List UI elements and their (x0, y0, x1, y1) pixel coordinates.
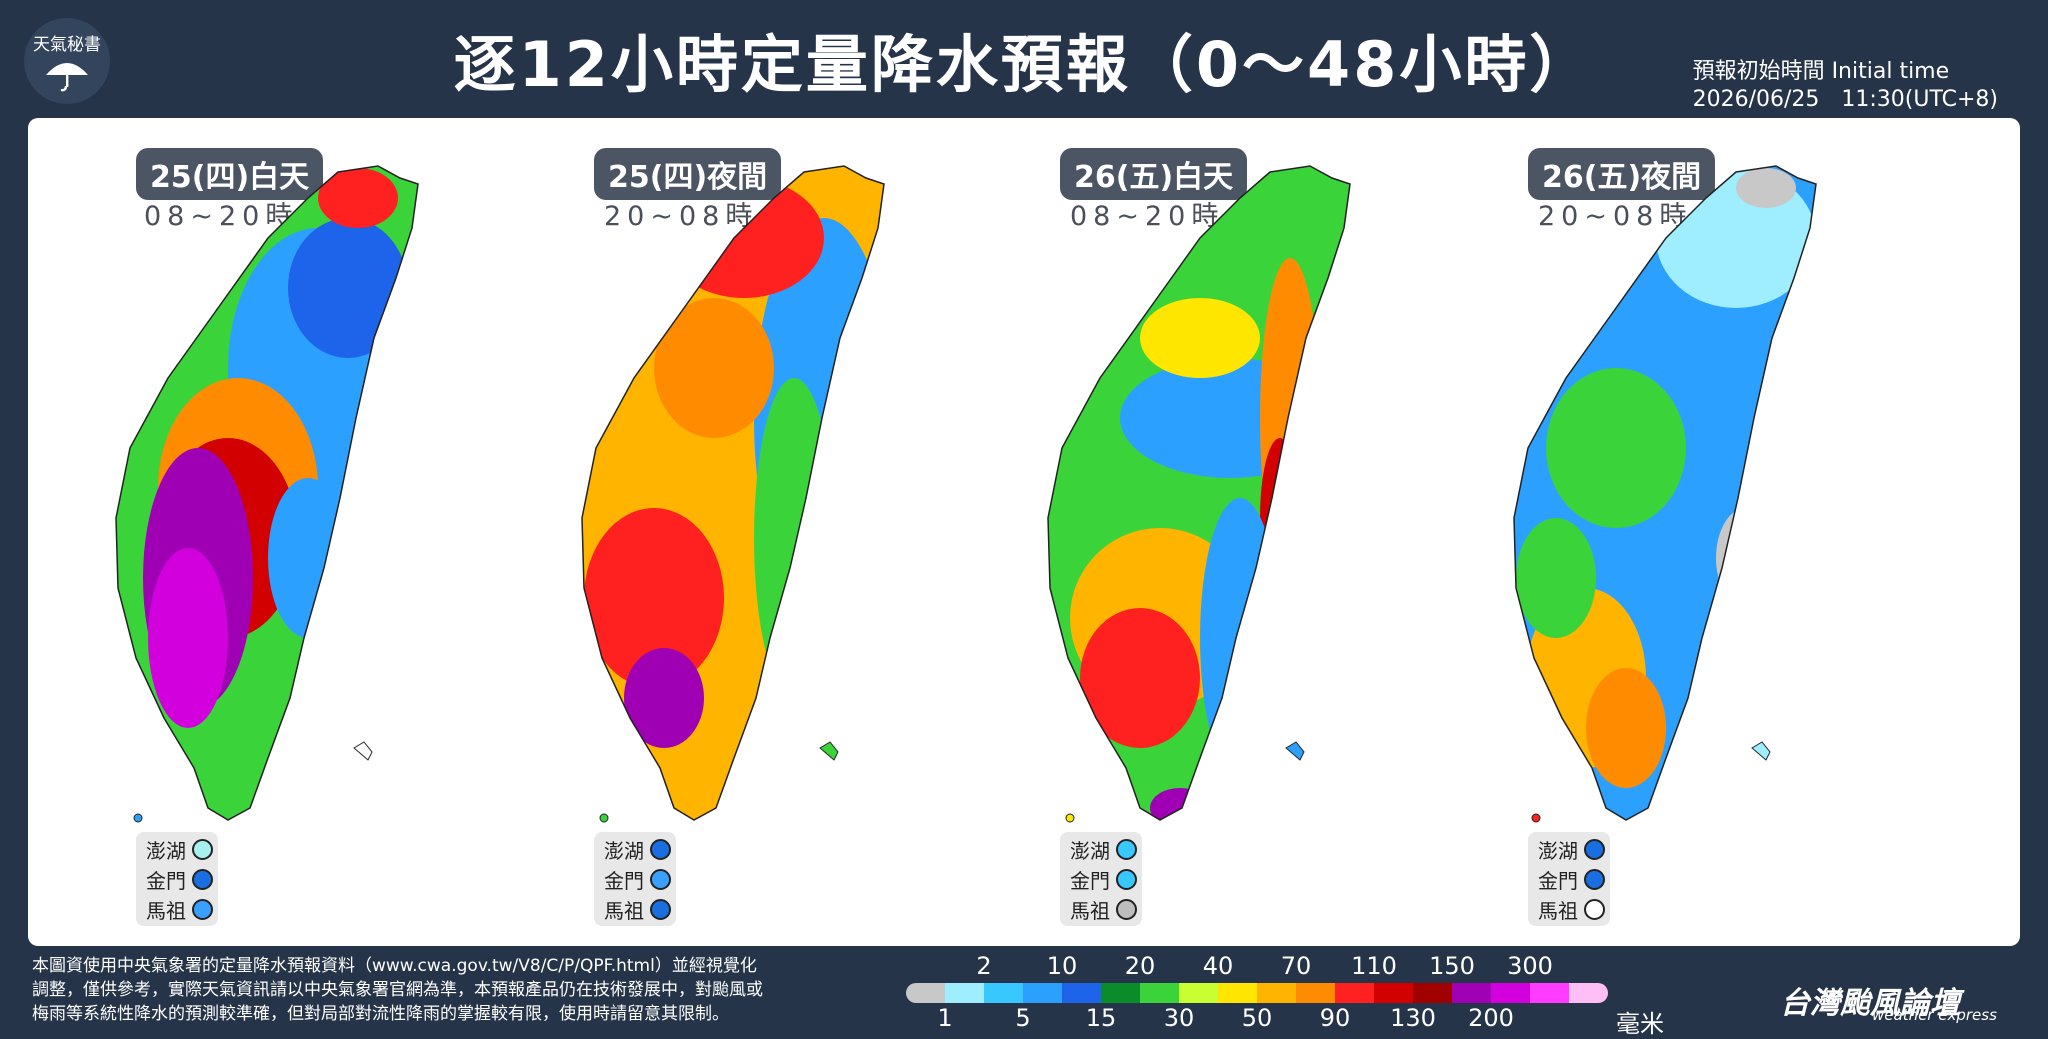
matsu-dot (1584, 898, 1605, 920)
kinmen-dot (1116, 868, 1137, 890)
hour-label: 08~20時 (1070, 201, 1225, 232)
outlying-islands: 澎湖 金門 馬祖 (136, 832, 218, 926)
legend-swatch (1179, 983, 1218, 1003)
island-name: 澎湖 (146, 838, 186, 863)
map-25-night: 25(四)夜間 20~08時 澎湖 金門 馬祖 (544, 118, 1024, 946)
kinmen-dot (650, 868, 671, 890)
legend-swatch (1569, 983, 1608, 1003)
legend-unit: 毫米 (1616, 1010, 1664, 1038)
logo-text: 天氣秘書 (33, 34, 101, 55)
island-name: 馬祖 (1538, 898, 1578, 923)
legend-swatch (1140, 983, 1179, 1003)
initial-time-value: 2026/06/25 11:30(UTC+8) (1692, 87, 1998, 112)
matsu-dot (192, 898, 213, 920)
outlying-islands: 澎湖 金門 馬祖 (594, 832, 676, 926)
legend-swatch (1218, 983, 1257, 1003)
legend-top-label: 70 (1280, 952, 1312, 980)
legend-swatch (906, 983, 945, 1003)
legend-top-label: 40 (1202, 952, 1234, 980)
map-25-day: 25(四)白天 08~20時 澎湖 金門 馬祖 (78, 118, 558, 946)
legend-top-label: 110 (1351, 952, 1397, 980)
island-name: 金門 (604, 868, 644, 893)
legend-bottom-label: 15 (1085, 1004, 1117, 1032)
hour-label: 20~08時 (604, 201, 759, 232)
page-title: 逐12小時定量降水預報（0～48小時） (453, 28, 1595, 101)
legend-swatch (1413, 983, 1452, 1003)
brand-logo: 台灣颱風論壇 (1780, 986, 1960, 1021)
legend-swatch (1257, 983, 1296, 1003)
kinmen-dot (1584, 868, 1605, 890)
legend-swatch (1023, 983, 1062, 1003)
penghu-dot (1116, 838, 1137, 860)
legend-top-label: 2 (976, 952, 992, 980)
legend-bottom-label: 30 (1163, 1004, 1195, 1032)
island-name: 馬祖 (146, 898, 186, 923)
taiwan-rainfall-map (115, 165, 419, 823)
brand-sub: weather express (1872, 1006, 1997, 1024)
legend-swatch (1452, 983, 1491, 1003)
legend-swatch (1062, 983, 1101, 1003)
day-tag: 26(五)夜間 (1528, 148, 1716, 200)
legend-bottom-label: 130 (1390, 1004, 1436, 1032)
initial-time: 預報初始時間 Initial time 2026/06/25 11:30(UTC… (1693, 58, 1998, 114)
penghu-dot (1584, 838, 1605, 860)
disclaimer-line: 本圖資使用中央氣象署的定量降水預報資料（www.cwa.gov.tw/V8/C/… (32, 956, 757, 976)
legend-bottom-label: 90 (1319, 1004, 1351, 1032)
island-name: 馬祖 (1070, 898, 1110, 923)
legend-top-label: 10 (1046, 952, 1078, 980)
day-tag: 25(四)白天 (136, 148, 324, 200)
legend-swatch (945, 983, 984, 1003)
island-name: 金門 (1070, 868, 1110, 893)
taiwan-rainfall-map (1513, 165, 1817, 823)
map-panel: 25(四)白天 08~20時 澎湖 金門 馬祖 (28, 118, 2020, 946)
taiwan-rainfall-map (581, 165, 885, 823)
legend-top-label: 150 (1429, 952, 1475, 980)
matsu-dot (1116, 898, 1137, 920)
legend-swatch (1374, 983, 1413, 1003)
kinmen-dot (192, 868, 213, 890)
legend-top-label: 300 (1507, 952, 1553, 980)
hour-label: 20~08時 (1538, 201, 1693, 232)
legend-swatch (984, 983, 1023, 1003)
island-name: 澎湖 (604, 838, 644, 863)
legend-swatch (1491, 983, 1530, 1003)
map-26-day: 26(五)白天 08~20時 澎湖 金門 馬祖 (1010, 118, 1490, 946)
legend-bottom-label: 200 (1468, 1004, 1514, 1032)
legend-bottom-label: 50 (1241, 1004, 1273, 1032)
umbrella-icon (46, 62, 88, 91)
legend-color-bar (906, 983, 1608, 1003)
hour-label: 08~20時 (144, 201, 299, 232)
outlying-islands: 澎湖 金門 馬祖 (1528, 832, 1610, 926)
penghu-dot (650, 838, 671, 860)
day-tag: 26(五)白天 (1060, 148, 1248, 200)
island-name: 澎湖 (1538, 838, 1578, 863)
legend-swatch (1296, 983, 1335, 1003)
map-26-night: 26(五)夜間 20~08時 澎湖 金門 馬祖 (1476, 118, 1956, 946)
legend-swatch (1101, 983, 1140, 1003)
initial-time-label: 預報初始時間 Initial time (1692, 59, 1950, 84)
island-name: 金門 (1538, 868, 1578, 893)
logo: 天氣秘書 (24, 18, 110, 104)
taiwan-rainfall-map (1047, 165, 1351, 823)
outlying-islands: 澎湖 金門 馬祖 (1060, 832, 1142, 926)
island-name: 澎湖 (1070, 838, 1110, 863)
disclaimer-line: 梅雨等系統性降水的預測較準確，但對局部對流性降雨的掌握較有限，使用時請留意其限制… (32, 1004, 729, 1024)
island-name: 金門 (146, 868, 186, 893)
legend-bottom-label: 1 (937, 1004, 953, 1032)
legend-bottom-label: 5 (1015, 1004, 1031, 1032)
legend-swatch (1530, 983, 1569, 1003)
legend-swatch (1335, 983, 1374, 1003)
legend-top-label: 20 (1124, 952, 1156, 980)
island-name: 馬祖 (604, 898, 644, 923)
matsu-dot (650, 898, 671, 920)
disclaimer-line: 調整，僅供參考，實際天氣資訊請以中央氣象署官網為準，本預報產品仍在技術發展中，對… (32, 980, 763, 1000)
disclaimer: 本圖資使用中央氣象署的定量降水預報資料（www.cwa.gov.tw/V8/C/… (32, 954, 912, 1026)
day-tag: 25(四)夜間 (594, 148, 782, 200)
penghu-dot (192, 838, 213, 860)
